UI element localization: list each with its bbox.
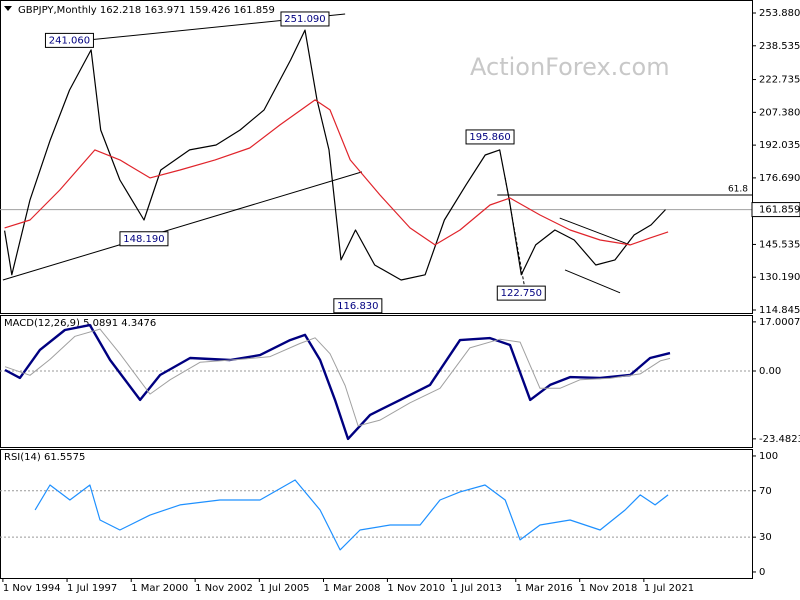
annotation-label: 251.090 (284, 14, 325, 25)
annotation: 251.090 (280, 11, 330, 27)
annotation-label: 148.190 (123, 234, 164, 245)
x-tick-label: 1 Jul 2021 (644, 583, 694, 594)
trendline (559, 217, 631, 246)
y-tick-label: -23.4823 (759, 434, 800, 445)
annotation-box (333, 298, 383, 314)
annotation-label: 116.830 (337, 301, 378, 312)
x-tick-label: 1 Jul 1997 (67, 583, 117, 594)
macd-title: MACD(12,26,9) 5.0891 4.3476 (4, 318, 156, 329)
annotation-box (119, 231, 169, 247)
y-tick-label: 176.690 (759, 173, 800, 184)
annotation-label: 241.060 (49, 35, 90, 46)
annotation-box (44, 32, 94, 48)
trendline (564, 269, 621, 294)
annotation: 195.860 (465, 129, 515, 145)
y-tick-label: 145.535 (759, 239, 800, 250)
annotation: 148.190 (119, 231, 169, 247)
series-line (4, 99, 669, 246)
annotation: 116.830 (333, 298, 383, 314)
annotation: 122.750 (496, 285, 546, 301)
title-arrow (4, 6, 12, 11)
y-tick-label: 114.845 (759, 305, 800, 316)
y-tick-label: 0 (759, 567, 765, 578)
y-tick-label: 130.190 (759, 272, 800, 283)
fib-level-label: 61.8 (728, 184, 748, 194)
y-tick-label: 253.880 (759, 8, 800, 19)
last-price-label: 161.859 (759, 205, 800, 216)
rsi-panel-frame (0, 449, 753, 579)
x-tick-label: 1 Mar 2016 (516, 583, 573, 594)
y-tick-label: 100 (759, 451, 778, 462)
macd-panel-frame (0, 315, 753, 448)
annotation: 241.060 (44, 32, 94, 48)
annotation-box (496, 285, 546, 301)
y-tick-label: 238.535 (759, 41, 800, 52)
series-line (4, 328, 671, 427)
x-tick-label: 1 Mar 2000 (131, 583, 188, 594)
y-tick-label: 192.035 (759, 140, 800, 151)
y-tick-label: 17.0007 (759, 317, 800, 328)
x-tick-label: 1 Mar 2008 (323, 583, 380, 594)
series-line (4, 323, 671, 441)
x-tick-label: 1 Nov 2010 (387, 583, 445, 594)
annotation-box (280, 11, 330, 27)
y-tick-label: 70 (759, 486, 772, 497)
y-tick-label: 207.380 (759, 107, 800, 118)
x-tick-label: 1 Nov 2002 (195, 583, 253, 594)
y-tick-label: 0.00 (759, 366, 781, 377)
x-tick-label: 1 Jul 2013 (452, 583, 502, 594)
annotation-label: 195.860 (469, 132, 510, 143)
series-line (34, 479, 669, 551)
price-panel-frame (0, 0, 753, 314)
trendline (2, 171, 363, 281)
watermark: ActionForex.com (470, 53, 670, 81)
annotation-box (465, 129, 515, 145)
x-tick-label: 1 Jul 2005 (259, 583, 309, 594)
rsi-title: RSI(14) 61.5575 (4, 452, 85, 463)
last-price-box (751, 202, 800, 218)
x-tick-label: 1 Nov 1994 (3, 583, 61, 594)
price-title: GBPJPY,Monthly 162.218 163.971 159.426 1… (18, 5, 275, 16)
y-tick-label: 222.735 (759, 75, 800, 86)
x-tick-label: 1 Nov 2018 (580, 583, 638, 594)
y-tick-label: 30 (759, 532, 772, 543)
series-line (4, 29, 666, 281)
annotation-label: 122.750 (501, 288, 542, 299)
